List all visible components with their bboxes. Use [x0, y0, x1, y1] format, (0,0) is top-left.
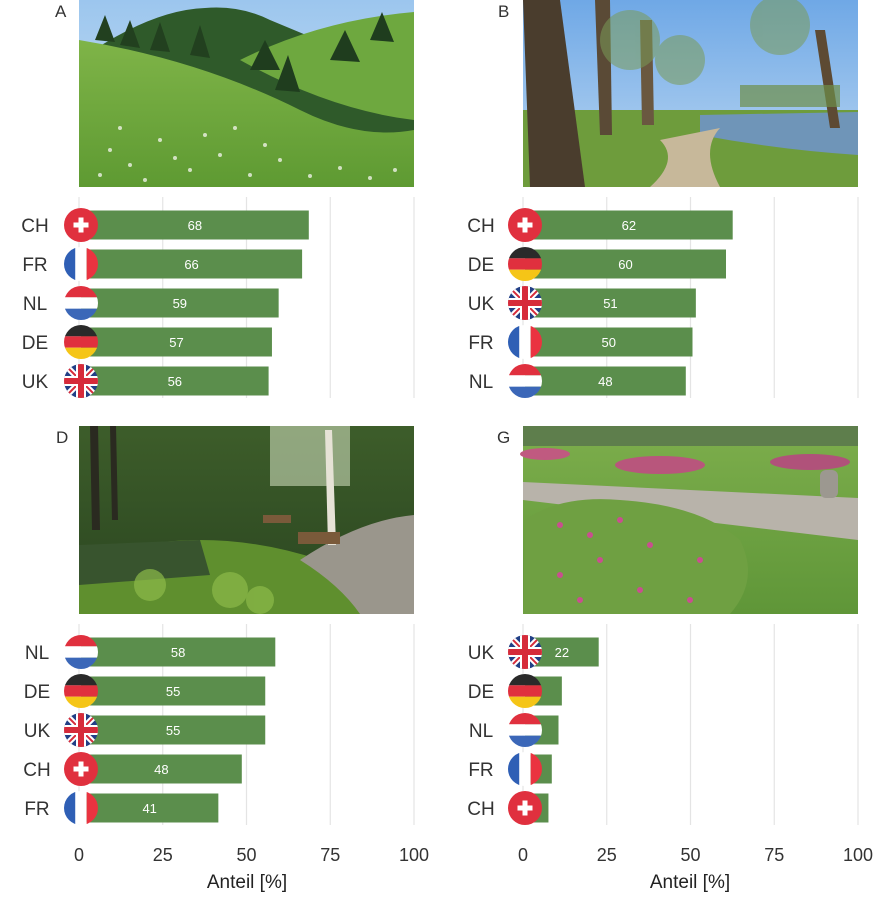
bar-chart-b: CH 62 DE 60 UK 51 FR 50 NL 48 — [467, 197, 859, 398]
photo-d — [79, 426, 414, 614]
uk-flag-icon — [64, 364, 98, 398]
photo-g — [520, 426, 858, 614]
category-label: CH — [21, 216, 48, 237]
panel-letter-b: B — [498, 2, 509, 21]
bar-ch — [81, 210, 309, 240]
bar-chart-a: CH 68 FR 66 NL 59 DE 57 UK 56 — [21, 197, 415, 398]
bar-de — [525, 249, 726, 279]
category-label: NL — [469, 721, 493, 742]
bar-value-label: 56 — [168, 374, 182, 389]
swiss-flag-icon — [64, 752, 98, 786]
bar-value-label: 48 — [154, 762, 168, 777]
french-flag-icon — [64, 791, 98, 825]
panel-letter-a: A — [55, 2, 67, 21]
bar-ch — [525, 210, 733, 240]
bar-ch — [81, 754, 242, 784]
german-flag-icon — [64, 325, 98, 359]
x-tick-label: 50 — [680, 845, 700, 865]
bar-fr — [81, 793, 219, 823]
category-label: FR — [24, 799, 49, 820]
swiss-flag-icon — [64, 208, 98, 242]
category-label: CH — [467, 799, 494, 820]
french-flag-icon — [64, 247, 98, 281]
category-label: DE — [24, 682, 50, 703]
photo-a — [79, 0, 414, 187]
bar-value-label: 51 — [603, 296, 617, 311]
dutch-flag-icon — [508, 364, 542, 398]
uk-flag-icon — [64, 713, 98, 747]
category-label: UK — [24, 721, 51, 742]
category-label: UK — [468, 643, 495, 664]
category-label: DE — [468, 682, 494, 703]
category-label: FR — [468, 760, 493, 781]
category-label: NL — [23, 294, 47, 315]
bar-value-label: 68 — [188, 218, 202, 233]
panel-letter-d: D — [56, 428, 68, 447]
bar-value-label: 59 — [173, 296, 187, 311]
bar-value-label: 60 — [618, 257, 632, 272]
bar-fr — [81, 249, 303, 279]
french-flag-icon — [508, 325, 542, 359]
bar-uk — [525, 288, 696, 318]
category-label: NL — [469, 372, 493, 393]
german-flag-icon — [508, 247, 542, 281]
category-label: UK — [468, 294, 495, 315]
bar-value-label: 22 — [555, 645, 569, 660]
panel-letter-g: G — [497, 428, 510, 447]
bar-nl — [81, 637, 276, 667]
bar-value-label: 66 — [184, 257, 198, 272]
x-tick-label: 100 — [843, 845, 873, 865]
bar-nl — [81, 288, 279, 318]
bar-uk — [81, 715, 266, 745]
bar-nl — [525, 366, 686, 396]
bar-value-label: 50 — [602, 335, 616, 350]
x-tick-label: 75 — [320, 845, 340, 865]
bar-de — [81, 676, 266, 706]
bar-value-label: 57 — [169, 335, 183, 350]
uk-flag-icon — [508, 286, 542, 320]
x-axis-title-right: Anteil [%] — [650, 872, 730, 893]
dutch-flag-icon — [508, 713, 542, 747]
bar-value-label: 62 — [622, 218, 636, 233]
category-label: NL — [25, 643, 49, 664]
category-label: DE — [22, 333, 48, 354]
category-label: UK — [22, 372, 49, 393]
bar-chart-d: NL 58 DE 55 UK 55 CH 48 FR 41 0 25 50 75 100 — [23, 624, 429, 865]
bar-fr — [525, 327, 693, 357]
bar-value-label: 58 — [171, 645, 185, 660]
bar-de — [81, 327, 272, 357]
uk-flag-icon — [508, 635, 542, 669]
category-label: CH — [467, 216, 494, 237]
german-flag-icon — [64, 674, 98, 708]
bar-value-label: 55 — [166, 684, 180, 699]
category-label: CH — [23, 760, 50, 781]
category-label: FR — [468, 333, 493, 354]
french-flag-icon — [508, 752, 542, 786]
dutch-flag-icon — [64, 635, 98, 669]
bar-chart-g: UK 22 DE NL FR CH 0 25 50 75 100 — [467, 624, 873, 865]
bar-value-label: 55 — [166, 723, 180, 738]
x-tick-label: 50 — [236, 845, 256, 865]
x-tick-label: 25 — [153, 845, 173, 865]
x-tick-label: 0 — [518, 845, 528, 865]
x-tick-label: 25 — [597, 845, 617, 865]
german-flag-icon — [508, 674, 542, 708]
x-tick-label: 100 — [399, 845, 429, 865]
swiss-flag-icon — [508, 791, 542, 825]
category-label: FR — [22, 255, 47, 276]
dutch-flag-icon — [64, 286, 98, 320]
swiss-flag-icon — [508, 208, 542, 242]
photo-b — [523, 0, 858, 187]
category-label: DE — [468, 255, 494, 276]
bar-value-label: 48 — [598, 374, 612, 389]
x-tick-label: 0 — [74, 845, 84, 865]
x-tick-label: 75 — [764, 845, 784, 865]
bar-uk — [81, 366, 269, 396]
x-axis-title-left: Anteil [%] — [207, 872, 287, 893]
bar-value-label: 41 — [142, 801, 156, 816]
